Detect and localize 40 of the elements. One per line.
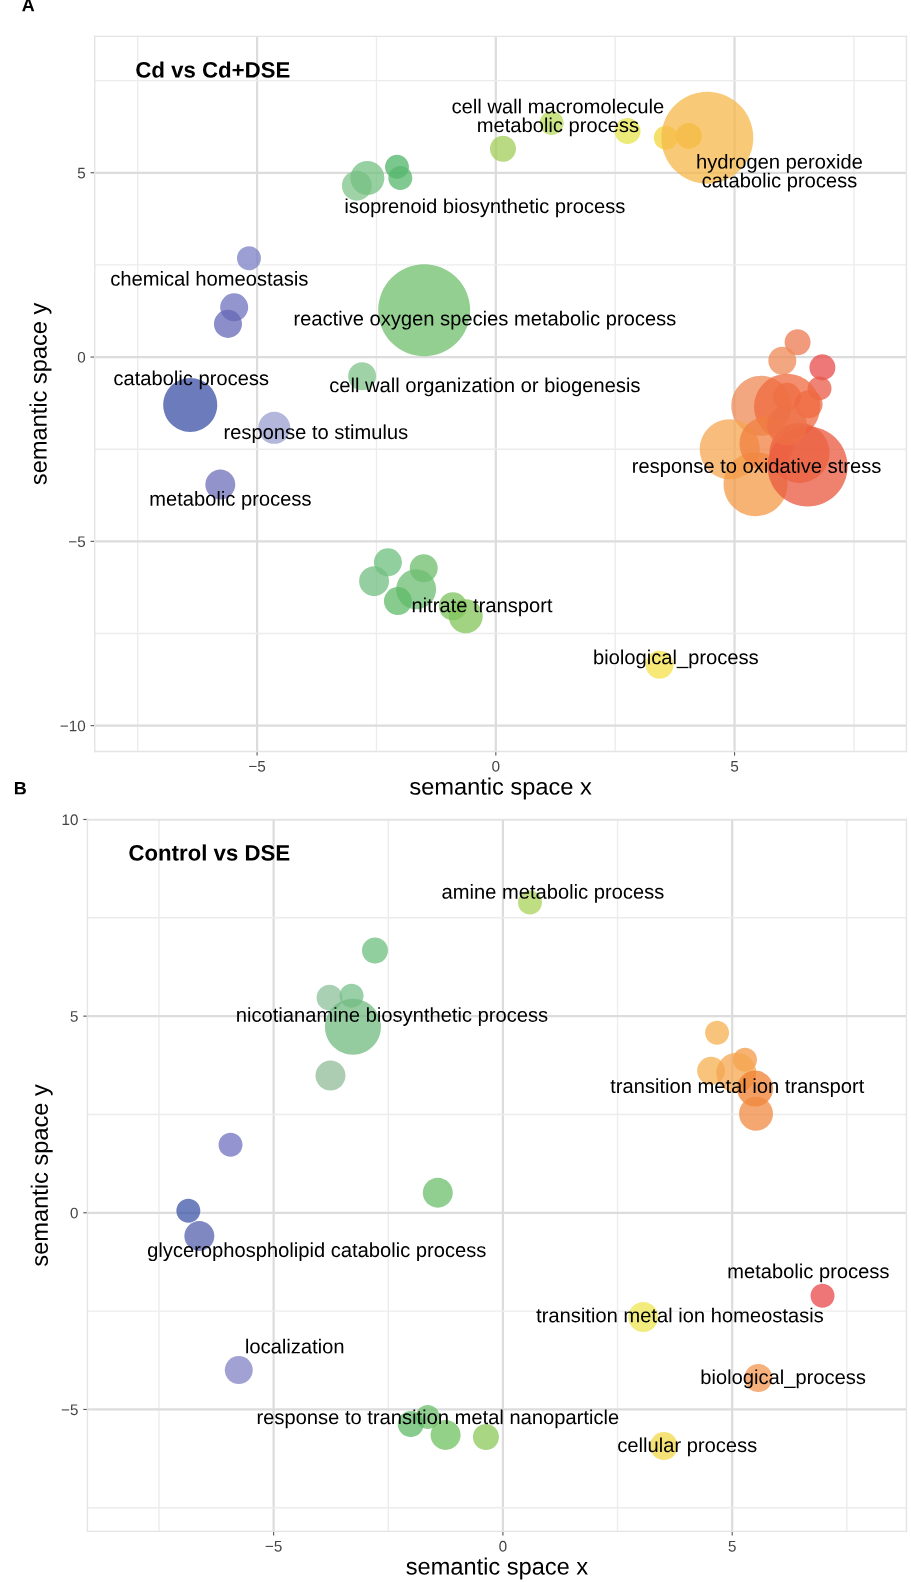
annotation: cell wall macromolecule metabolic process — [452, 98, 664, 137]
text: Cd vs Cd+DSE — [136, 61, 290, 78]
x-axis-title: semantic space x — [406, 1557, 588, 1580]
annotation: response to stimulus — [224, 424, 408, 444]
x-tick-label: 0 — [492, 760, 500, 772]
x-tick-label: 5 — [730, 761, 739, 772]
annotation: metabolic process — [150, 491, 311, 510]
annotation: transition metal ion homeostasis — [536, 1307, 824, 1323]
annotation: nicotianamine biosynthetic process — [237, 1007, 548, 1026]
x-tick-label: −5 — [265, 1540, 282, 1552]
annotation: cellular process — [618, 1437, 757, 1457]
x-tick-label: −5 — [249, 761, 266, 772]
y-tick-label: −5 — [61, 1404, 78, 1416]
annotation: hydrogen peroxide catabolic process — [697, 153, 862, 192]
y-tick-label: 0 — [70, 1207, 78, 1219]
x-tick-label: 0 — [499, 1540, 507, 1552]
annotation: localization — [246, 1338, 344, 1354]
annotation: isoprenoid biosynthetic process — [345, 198, 625, 218]
text: B — [14, 781, 26, 795]
x-axis-title: semantic space x — [410, 777, 592, 800]
y-tick-label: −5 — [69, 536, 86, 548]
y-tick-label: −10 — [60, 720, 86, 732]
annotation: chemical homeostasis — [111, 271, 308, 286]
annotation: amine metabolic process — [442, 884, 664, 903]
annotation: reactive oxygen species metabolic process — [294, 310, 676, 330]
x-tick-label: 5 — [728, 1540, 736, 1552]
annotation: metabolic process — [728, 1263, 889, 1283]
text: Control vs DSE — [129, 844, 290, 861]
annotation: biological_process — [701, 1369, 866, 1389]
y-tick-label: 10 — [62, 814, 78, 826]
y-tick-label: 0 — [77, 351, 86, 363]
annotation: biological_process — [594, 649, 758, 669]
y-tick-label: 5 — [70, 1011, 78, 1022]
annotation: response to transition metal nanoparticle — [257, 1409, 619, 1429]
annotation: cell wall organization or biogenesis — [330, 377, 640, 397]
y-tick-label: 5 — [77, 167, 86, 179]
y-axis-title: semantic space y — [30, 1084, 53, 1266]
annotation: catabolic process — [114, 370, 269, 390]
annotation: glycerophospholipid catabolic process — [147, 1242, 486, 1262]
y-axis-title: semantic space y — [29, 302, 52, 485]
